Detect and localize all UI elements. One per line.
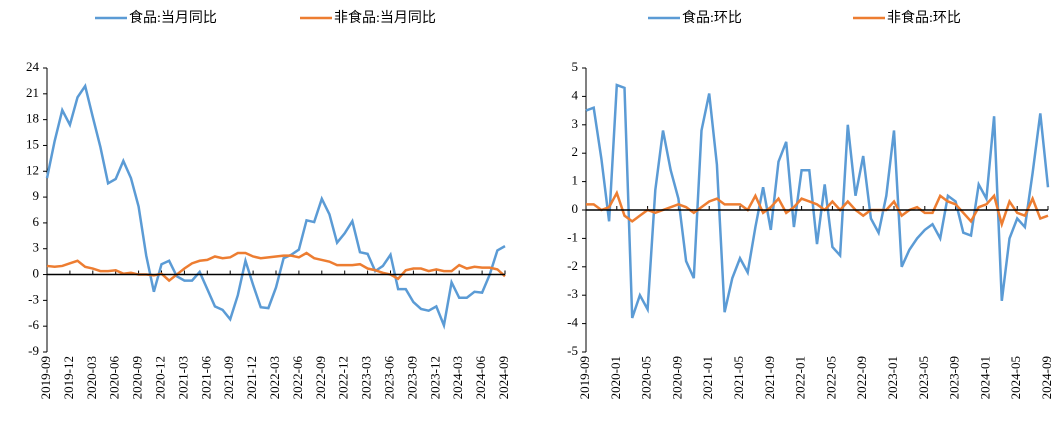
x-tick-label: 2021-05 bbox=[731, 356, 746, 399]
x-tick-label: 2023-06 bbox=[381, 356, 396, 400]
y-tick-label: -2 bbox=[567, 258, 578, 273]
y-tick-label: -6 bbox=[28, 317, 39, 332]
series-line bbox=[46, 251, 506, 283]
x-tick-label: 2020-06 bbox=[107, 356, 122, 400]
x-tick-label: 2021-01 bbox=[700, 356, 715, 399]
x-tick-label: 2024-06 bbox=[473, 356, 488, 400]
x-tick-label: 2023-09 bbox=[947, 356, 962, 399]
x-tick-label: 2023-01 bbox=[885, 356, 900, 399]
x-tick-label: 2020-01 bbox=[608, 356, 623, 399]
series-line bbox=[585, 83, 1050, 319]
x-tick-label: 2022-06 bbox=[290, 356, 305, 400]
y-tick-label: 9 bbox=[33, 188, 40, 203]
x-tick-label: 2022-12 bbox=[336, 356, 351, 399]
series-line bbox=[45, 83, 506, 330]
y-tick-label: 4 bbox=[572, 87, 579, 102]
x-tick-label: 2021-03 bbox=[175, 356, 190, 399]
x-tick-label: 2022-01 bbox=[793, 356, 808, 399]
x-tick-label: 2019-09 bbox=[38, 356, 53, 399]
y-tick-label: 0 bbox=[572, 201, 579, 216]
y-tick-label: 5 bbox=[572, 59, 579, 74]
x-tick-label: 2020-12 bbox=[152, 356, 167, 399]
x-tick-label: 2022-09 bbox=[313, 356, 328, 399]
x-tick-label: 2022-05 bbox=[823, 356, 838, 399]
x-tick-label: 2019-09 bbox=[577, 356, 592, 399]
legend-label: 食品:环比 bbox=[682, 9, 742, 26]
legend-label: 非食品:环比 bbox=[887, 9, 961, 26]
y-tick-label: 3 bbox=[33, 240, 40, 255]
x-tick-label: 2020-09 bbox=[130, 356, 145, 399]
y-tick-label: -1 bbox=[567, 229, 578, 244]
y-tick-label: 1 bbox=[572, 173, 579, 188]
x-tick-label: 2023-05 bbox=[916, 356, 931, 399]
x-tick-label: 2022-09 bbox=[854, 356, 869, 399]
x-tick-label: 2024-09 bbox=[1039, 356, 1054, 399]
x-tick-label: 2024-03 bbox=[450, 356, 465, 399]
y-tick-label: -3 bbox=[567, 286, 578, 301]
y-tick-label: 3 bbox=[572, 116, 579, 131]
y-tick-label: 6 bbox=[33, 214, 40, 229]
x-tick-label: 2021-09 bbox=[762, 356, 777, 399]
y-tick-label: 2 bbox=[572, 144, 579, 159]
y-tick-label: -9 bbox=[28, 343, 39, 358]
legend-label: 食品:当月同比 bbox=[129, 9, 217, 26]
x-tick-label: 2020-03 bbox=[84, 356, 99, 399]
y-tick-label: 12 bbox=[26, 162, 39, 177]
x-tick-label: 2024-09 bbox=[496, 356, 511, 399]
y-tick-label: -3 bbox=[28, 291, 39, 306]
y-tick-label: 21 bbox=[26, 85, 39, 100]
y-tick-label: -4 bbox=[567, 315, 578, 330]
y-tick-label: 15 bbox=[26, 136, 39, 151]
y-tick-label: 24 bbox=[26, 59, 40, 74]
y-tick-label: 18 bbox=[26, 111, 39, 126]
y-tick-label: 0 bbox=[33, 266, 40, 281]
y-tick-label: -5 bbox=[567, 343, 578, 358]
x-tick-label: 2020-09 bbox=[669, 356, 684, 399]
x-tick-label: 2023-09 bbox=[404, 356, 419, 399]
x-tick-label: 2021-06 bbox=[198, 356, 213, 400]
x-tick-label: 2021-09 bbox=[221, 356, 236, 399]
x-tick-label: 2023-12 bbox=[427, 356, 442, 399]
x-tick-label: 2019-12 bbox=[61, 356, 76, 399]
x-tick-label: 2023-03 bbox=[359, 356, 374, 399]
x-tick-label: 2022-03 bbox=[267, 356, 282, 399]
x-tick-label: 2024-01 bbox=[977, 356, 992, 399]
x-tick-label: 2024-05 bbox=[1008, 356, 1023, 399]
x-tick-label: 2020-05 bbox=[639, 356, 654, 399]
x-tick-label: 2021-12 bbox=[244, 356, 259, 399]
legend-label: 非食品:当月同比 bbox=[334, 9, 436, 26]
